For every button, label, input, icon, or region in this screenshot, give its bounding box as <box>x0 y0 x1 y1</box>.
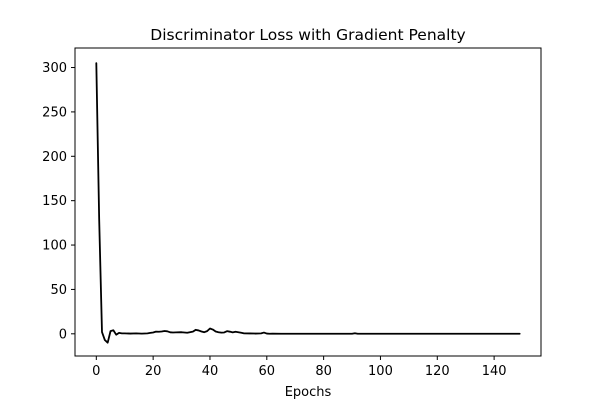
y-tick-label: 100 <box>42 239 67 254</box>
x-tick-label: 0 <box>92 364 100 379</box>
y-tick-label: 250 <box>42 105 67 120</box>
axes-frame <box>74 47 542 357</box>
x-tick-label: 120 <box>425 364 450 379</box>
x-tick-label: 80 <box>315 364 332 379</box>
series-line-0 <box>95 62 521 344</box>
y-tick-label: 150 <box>42 194 67 209</box>
x-tick-label: 140 <box>482 364 507 379</box>
x-tick-label: 60 <box>259 364 276 379</box>
x-tick-label: 40 <box>202 364 219 379</box>
y-tick-label: 200 <box>42 150 67 165</box>
y-tick-label: 0 <box>59 327 67 342</box>
x-axis-label: Epochs <box>285 385 332 400</box>
x-tick-label: 100 <box>368 364 393 379</box>
plot-area <box>74 47 542 357</box>
x-tick-label: 20 <box>145 364 162 379</box>
y-tick-label: 300 <box>42 61 67 76</box>
chart-title: Discriminator Loss with Gradient Penalty <box>150 26 465 44</box>
y-tick-label: 50 <box>50 283 67 298</box>
y-axis-ticks: 0 50 100 150 200 250 300 <box>42 61 75 342</box>
x-axis-ticks: 0 20 40 60 80 100 120 140 <box>92 356 507 379</box>
